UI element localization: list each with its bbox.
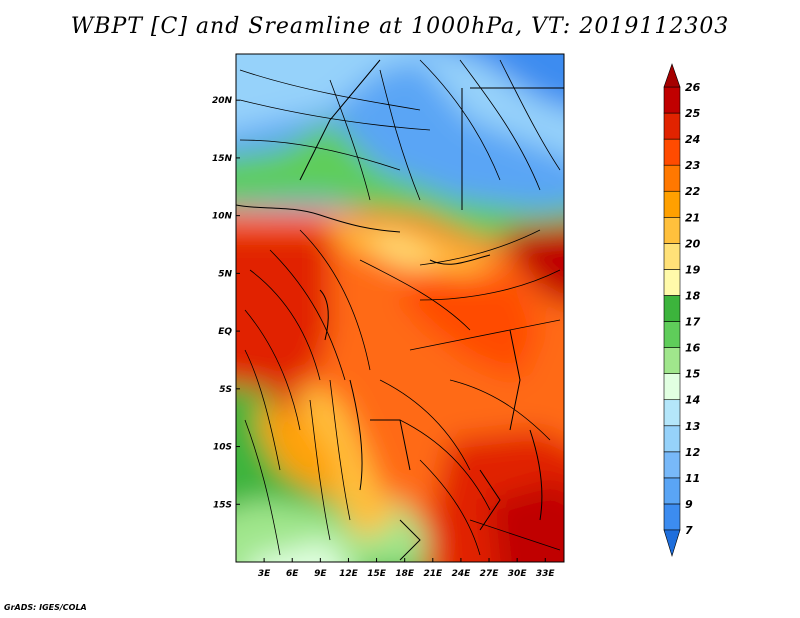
streamlines	[239, 59, 561, 556]
colorbar-segment	[663, 321, 681, 348]
lon-tick-label: 27E	[480, 569, 500, 579]
colorbar-segment	[663, 295, 681, 322]
colorbar-label: 20	[685, 237, 701, 250]
colorbar-label: 23	[685, 159, 701, 172]
latitude-axis: 20N 15N 10N 5N EQ 5S 10S 15S	[212, 96, 240, 510]
lon-tick-label: 21E	[423, 569, 443, 579]
colorbar-segment	[663, 243, 681, 270]
lon-tick-label: 30E	[508, 569, 528, 579]
lon-tick-label: 33E	[536, 569, 556, 579]
colorbar-segment	[663, 399, 681, 427]
colorbar-label: 18	[685, 289, 701, 302]
colorbar-label: 12	[685, 446, 701, 459]
lon-tick-label: 6E	[286, 569, 299, 579]
lat-tick-label: 20N	[212, 96, 233, 106]
lon-tick-label: 24E	[452, 569, 472, 579]
colorbar-segment	[663, 425, 681, 453]
lon-tick-label: 15E	[367, 569, 387, 579]
map-panel	[236, 54, 564, 562]
colorbar-min-triangle	[663, 529, 681, 558]
colorbar-segment	[663, 190, 681, 218]
colorbar-label: 9	[685, 498, 693, 511]
colorbar-segment	[663, 269, 681, 296]
colorbar-segment	[663, 451, 681, 479]
colorbar-segment	[663, 86, 681, 114]
colorbar-label: 16	[685, 342, 701, 355]
colorbar-label: 22	[685, 185, 701, 198]
country-borders	[236, 59, 564, 561]
colorbar: 7 9 11 12 13 14 15 16 17 18 19 20 21 22 23 24 25 26	[663, 63, 701, 558]
lon-tick-label: 3E	[258, 569, 271, 579]
lon-tick-label: 9E	[314, 569, 327, 579]
colorbar-label: 11	[685, 472, 700, 485]
colorbar-label: 24	[685, 133, 700, 146]
colorbar-label: 25	[685, 107, 701, 120]
lat-tick-label: 15S	[213, 500, 232, 510]
lat-tick-label: 10N	[212, 212, 233, 222]
page-title: WBPT [C] and Sreamline at 1000hPa, VT: 2…	[70, 14, 730, 39]
lat-tick-label: 15N	[212, 154, 233, 164]
colorbar-label: 13	[685, 420, 701, 433]
longitude-axis: 3E 6E 9E 12E 15E 18E 21E 24E 27E 30E 33E	[258, 558, 556, 579]
colorbar-label: 17	[685, 316, 701, 329]
colorbar-segment	[663, 503, 681, 531]
colorbar-segment	[663, 138, 681, 166]
colorbar-label: 14	[685, 394, 700, 407]
colorbar-label: 7	[685, 524, 693, 537]
colorbar-segment	[663, 373, 681, 401]
lat-tick-label: 10S	[213, 443, 232, 453]
colorbar-label: 21	[685, 211, 700, 224]
lat-tick-label: 5S	[219, 385, 232, 395]
map-frame	[235, 53, 565, 563]
colorbar-segment	[663, 477, 681, 505]
colorbar-label: 19	[685, 263, 701, 276]
colorbar-segment	[663, 216, 681, 244]
colorbar-segment	[663, 164, 681, 192]
lon-tick-label: 12E	[339, 569, 359, 579]
credit-text: GrADS: IGES/COLA	[4, 603, 87, 612]
colorbar-label: 26	[685, 81, 701, 94]
colorbar-segment	[663, 347, 681, 374]
lat-tick-label: 5N	[218, 269, 232, 279]
colorbar-max-triangle	[663, 63, 681, 88]
colorbar-segment	[663, 112, 681, 140]
lon-tick-label: 18E	[395, 569, 415, 579]
lat-tick-label: EQ	[218, 327, 232, 337]
colorbar-label: 15	[685, 368, 701, 381]
temperature-field	[236, 54, 564, 562]
